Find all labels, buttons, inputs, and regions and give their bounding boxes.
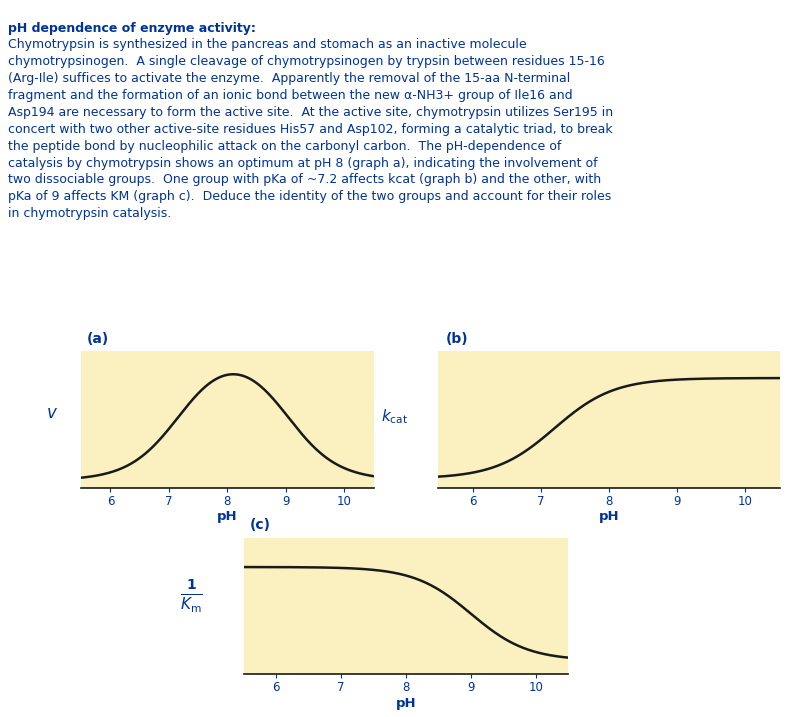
X-axis label: pH: pH bbox=[598, 511, 619, 523]
Text: the peptide bond by nucleophilic attack on the carbonyl carbon.  The pH-dependen: the peptide bond by nucleophilic attack … bbox=[8, 140, 560, 153]
Text: pKa of 9 affects KM (graph c).  Deduce the identity of the two groups and accoun: pKa of 9 affects KM (graph c). Deduce th… bbox=[8, 190, 611, 203]
Text: v: v bbox=[47, 404, 57, 422]
Text: fragment and the formation of an ionic bond between the new α-NH3+ group of Ile1: fragment and the formation of an ionic b… bbox=[8, 89, 572, 102]
Text: (c): (c) bbox=[250, 518, 271, 532]
Text: catalysis by chymotrypsin shows an optimum at pH 8 (graph a), indicating the inv: catalysis by chymotrypsin shows an optim… bbox=[8, 156, 597, 169]
Text: two dissociable groups.  One group with pKa of ~7.2 affects kcat (graph b) and t: two dissociable groups. One group with p… bbox=[8, 174, 600, 186]
Text: Asp194 are necessary to form the active site.  At the active site, chymotrypsin : Asp194 are necessary to form the active … bbox=[8, 106, 612, 119]
Text: $\overline{K_{\rm m}}$: $\overline{K_{\rm m}}$ bbox=[180, 592, 203, 614]
Text: (a): (a) bbox=[87, 332, 109, 346]
Text: concert with two other active-site residues His57 and Asp102, forming a catalyti: concert with two other active-site resid… bbox=[8, 123, 612, 136]
Text: (Arg-Ile) suffices to activate the enzyme.  Apparently the removal of the 15-aa : (Arg-Ile) suffices to activate the enzym… bbox=[8, 72, 569, 85]
X-axis label: pH: pH bbox=[217, 511, 238, 523]
Text: 1: 1 bbox=[187, 579, 196, 592]
Text: pH dependence of enzyme activity:: pH dependence of enzyme activity: bbox=[8, 22, 255, 34]
Text: Chymotrypsin is synthesized in the pancreas and stomach as an inactive molecule: Chymotrypsin is synthesized in the pancr… bbox=[8, 39, 526, 52]
Text: $k_{\rm cat}$: $k_{\rm cat}$ bbox=[380, 407, 407, 426]
Text: (b): (b) bbox=[444, 332, 467, 346]
Text: chymotrypsinogen.  A single cleavage of chymotrypsinogen by trypsin between resi: chymotrypsinogen. A single cleavage of c… bbox=[8, 55, 604, 68]
Text: in chymotrypsin catalysis.: in chymotrypsin catalysis. bbox=[8, 207, 171, 220]
X-axis label: pH: pH bbox=[395, 697, 416, 710]
